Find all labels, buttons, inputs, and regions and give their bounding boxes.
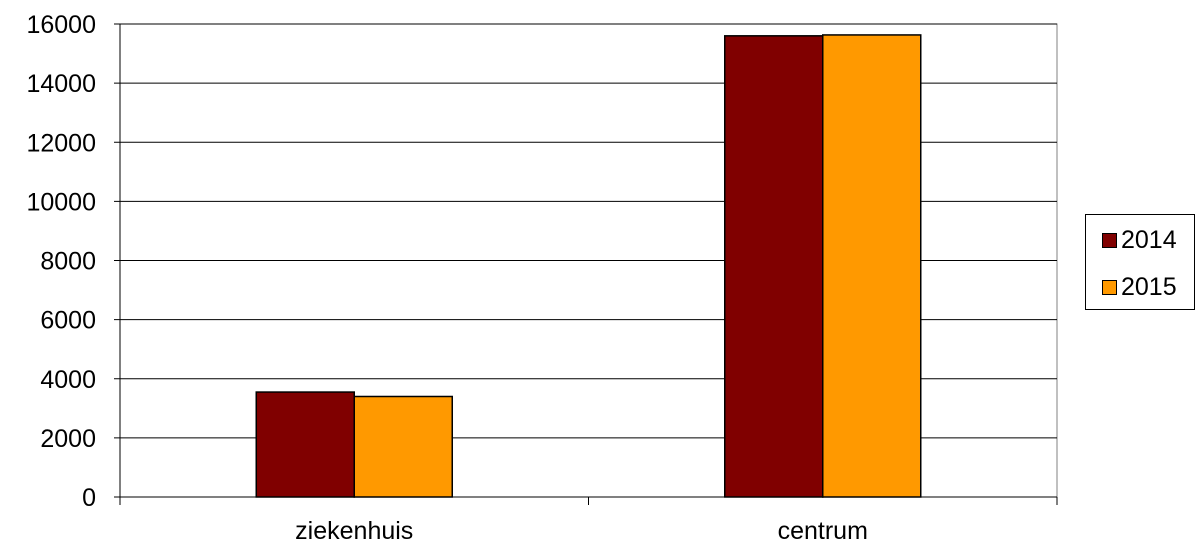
- legend-item-2014: 2014: [1102, 225, 1177, 255]
- y-tick-label: 10000: [26, 188, 96, 216]
- legend-label-2015: 2015: [1121, 272, 1177, 301]
- y-tick-label: 16000: [26, 11, 96, 39]
- legend-item-2015: 2015: [1102, 272, 1177, 302]
- x-tick-label: centrum: [778, 517, 868, 545]
- y-tick-label: 8000: [40, 248, 96, 276]
- legend-swatch-2015: [1102, 279, 1117, 295]
- legend-label-2014: 2014: [1121, 225, 1177, 254]
- y-tick-label: 12000: [26, 129, 96, 157]
- y-tick-label: 6000: [40, 307, 96, 335]
- x-tick-label: ziekenhuis: [295, 517, 413, 545]
- bar-2015-ziekenhuis: [353, 395, 453, 498]
- y-tick-label: 2000: [40, 425, 96, 453]
- bar-2014-ziekenhuis: [255, 391, 355, 498]
- legend-swatch-2014: [1102, 232, 1117, 248]
- bar-2015-centrum: [822, 34, 922, 498]
- bar-2014-centrum: [724, 35, 824, 498]
- legend: 2014 2015: [1085, 214, 1195, 310]
- y-tick-label: 14000: [26, 70, 96, 98]
- y-tick-label: 0: [82, 484, 96, 512]
- y-tick-label: 4000: [40, 366, 96, 394]
